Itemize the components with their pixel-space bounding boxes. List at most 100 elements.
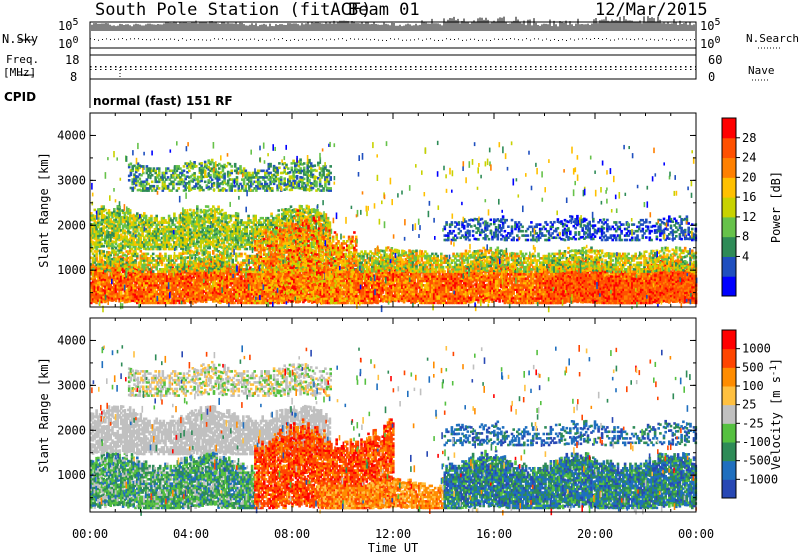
noise-search-dot — [374, 38, 375, 40]
x-axis-label: Time UT — [368, 541, 419, 554]
noise-search-dot — [186, 39, 187, 41]
freq-dot — [390, 69, 392, 70]
noise-search-dot — [174, 38, 175, 40]
nave-dot — [470, 66, 472, 68]
noise-search-dot — [154, 38, 155, 40]
noise-search-dot — [206, 39, 207, 41]
nave-dot — [100, 66, 102, 68]
noise-search-dot — [390, 38, 391, 40]
nave-dot — [220, 66, 222, 68]
noise-search-dot — [134, 38, 135, 40]
y-tick-label: 4000 — [57, 128, 86, 142]
freq-dot — [185, 69, 187, 70]
freq-tick-top: 18 — [65, 53, 79, 67]
nave-dot — [690, 66, 692, 68]
freq-dot — [520, 69, 522, 70]
noise-search-dot — [350, 38, 351, 40]
colorbar-tick-label: -500 — [742, 454, 771, 468]
nave-dot — [155, 66, 157, 68]
freq-dot — [445, 69, 447, 70]
freq-dot — [175, 69, 177, 70]
nave-dot — [675, 66, 677, 68]
noise-tick-bottom: 100 — [58, 35, 78, 51]
freq-dot — [575, 69, 577, 70]
nave-label: Nave — [748, 64, 775, 77]
freq-dot — [410, 69, 412, 70]
noise-search-dot — [278, 39, 279, 41]
noise-right-tick-top: 105 — [700, 17, 720, 33]
noise-search-dot — [290, 39, 291, 41]
noise-search-dot — [574, 39, 575, 41]
noise-search-dot — [510, 38, 511, 40]
colorbar-segment — [722, 157, 736, 178]
nave-dot — [400, 66, 402, 68]
freq-dot — [470, 69, 472, 70]
nave-dot — [550, 66, 552, 68]
colorbar-segment — [722, 442, 736, 462]
freq-dot — [225, 69, 227, 70]
nave-dot — [615, 66, 617, 68]
freq-dot — [585, 69, 587, 70]
noise-search-dot — [166, 39, 167, 41]
noise-search-dot — [594, 38, 595, 40]
nave-dot — [475, 66, 477, 68]
freq-dot — [215, 69, 217, 70]
noise-search-dot — [434, 39, 435, 41]
freq-dot — [525, 69, 527, 70]
nave-dot — [555, 66, 557, 68]
noise-search-dot — [418, 38, 419, 40]
freq-dot — [555, 69, 557, 70]
freq-dot — [610, 69, 612, 70]
freq-dot — [395, 69, 397, 70]
freq-dot — [370, 69, 372, 70]
freq-dot — [495, 69, 497, 70]
noise-search-dot — [606, 38, 607, 40]
noise-search-dot — [686, 39, 687, 41]
freq-dot — [270, 69, 272, 70]
nave-dot — [130, 66, 132, 68]
noise-search-dot — [254, 38, 255, 40]
nave-tick-bottom: 0 — [708, 70, 715, 84]
freq-dot — [455, 69, 457, 70]
nave-dot — [315, 66, 317, 68]
noise-search-dot — [562, 39, 563, 41]
noise-search-dot — [502, 38, 503, 40]
noise-search-dot — [302, 38, 303, 40]
x-tick-label: 16:00 — [476, 527, 512, 541]
freq-dot — [645, 69, 647, 70]
colorbar-segment — [722, 404, 736, 424]
freq-dot — [110, 69, 112, 70]
noise-search-dot — [530, 39, 531, 41]
noise-search-dot — [238, 39, 239, 41]
nave-dot — [640, 66, 642, 68]
noise-search-dot — [422, 39, 423, 41]
noise-search-dot — [202, 39, 203, 41]
nave-dot — [480, 66, 482, 68]
freq-dot — [655, 69, 657, 70]
noise-search-dot — [250, 38, 251, 40]
nave-dot — [445, 66, 447, 68]
noise-search-dot — [634, 39, 635, 41]
nave-dot — [460, 66, 462, 68]
freq-dot — [570, 69, 572, 70]
nave-dot — [495, 66, 497, 68]
noise-search-dot — [298, 39, 299, 41]
colorbar-segment — [722, 236, 736, 257]
nave-dot — [285, 66, 287, 68]
nave-dot — [680, 66, 682, 68]
power-far-band — [127, 158, 332, 192]
freq-dot — [590, 69, 592, 70]
freq-dot — [540, 69, 542, 70]
noise-search-dot — [622, 38, 623, 40]
y-tick-label: 1000 — [57, 468, 86, 482]
noise-search-dot — [146, 39, 147, 41]
nave-dot — [140, 66, 142, 68]
noise-search-dot — [498, 38, 499, 40]
freq-dot — [620, 69, 622, 70]
noise-search-dot — [214, 38, 215, 40]
noise-search-dot — [490, 39, 491, 41]
noise-tick-top: 105 — [58, 17, 78, 33]
noise-search-dot — [554, 38, 555, 40]
nave-dot — [595, 66, 597, 68]
x-tick-label: 08:00 — [274, 527, 310, 541]
